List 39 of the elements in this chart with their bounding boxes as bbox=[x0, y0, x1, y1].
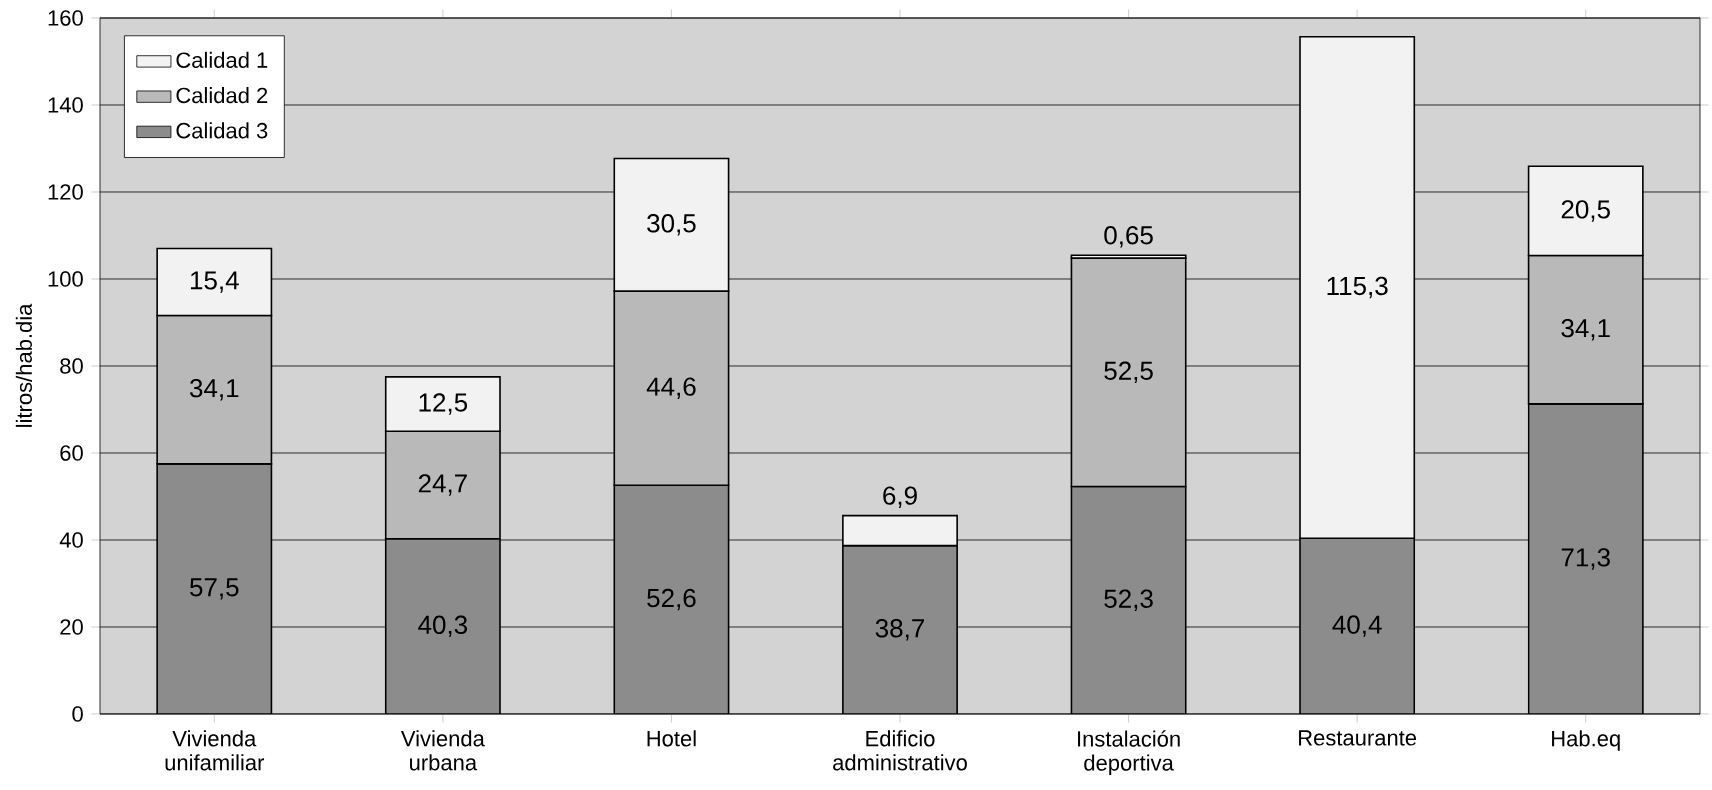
data-label: 40,4 bbox=[1332, 615, 1382, 637]
y-tick-label: 120 bbox=[48, 184, 83, 200]
y-tick-label: 80 bbox=[60, 358, 83, 374]
y-tick-label: 160 bbox=[48, 10, 83, 26]
x-tick-label: Hab.eq bbox=[1552, 730, 1620, 751]
data-label: 0,65 bbox=[1104, 226, 1153, 248]
legend-label: Calidad 3 bbox=[176, 122, 268, 139]
data-label: 15,4 bbox=[190, 271, 239, 293]
x-tick-label: Restaurante bbox=[1299, 730, 1417, 746]
x-tick-label: Vivienda urbana bbox=[400, 730, 485, 771]
data-label: 34,1 bbox=[1561, 318, 1610, 341]
data-label: 38,7 bbox=[875, 619, 924, 641]
y-axis-title: litros/hab.dia bbox=[15, 303, 32, 427]
data-label: 6,9 bbox=[883, 486, 917, 508]
data-label: 57,5 bbox=[190, 578, 239, 600]
legend-label: Calidad 2 bbox=[176, 87, 268, 104]
data-label: 52,6 bbox=[647, 588, 696, 611]
x-tick-label: Instalación deportiva bbox=[1078, 730, 1180, 775]
legend-label: Calidad 1 bbox=[176, 51, 268, 68]
x-tick-label: Edificio administrativo bbox=[833, 730, 967, 771]
data-label: 30,5 bbox=[647, 214, 696, 236]
data-label: 20,5 bbox=[1561, 200, 1610, 222]
data-label: 24,7 bbox=[418, 474, 467, 496]
y-tick-label: 60 bbox=[60, 445, 83, 461]
data-label: 52,5 bbox=[1104, 361, 1153, 384]
data-label: 52,3 bbox=[1104, 589, 1153, 611]
data-label: 34,1 bbox=[190, 378, 239, 401]
x-tick-label: Hotel bbox=[647, 730, 696, 747]
y-tick-label: 40 bbox=[59, 532, 83, 548]
x-tick-label: Vivienda unifamiliar bbox=[165, 730, 265, 771]
data-label: 115,3 bbox=[1327, 276, 1388, 299]
data-label: 40,3 bbox=[418, 615, 468, 638]
data-label: 12,5 bbox=[419, 393, 468, 415]
data-label: 71,3 bbox=[1561, 548, 1610, 570]
y-tick-label: 0 bbox=[72, 706, 83, 722]
y-tick-label: 100 bbox=[48, 271, 83, 287]
data-label: 44,6 bbox=[646, 377, 696, 399]
y-tick-label: 20 bbox=[60, 619, 83, 635]
y-tick-label: 140 bbox=[48, 97, 83, 113]
